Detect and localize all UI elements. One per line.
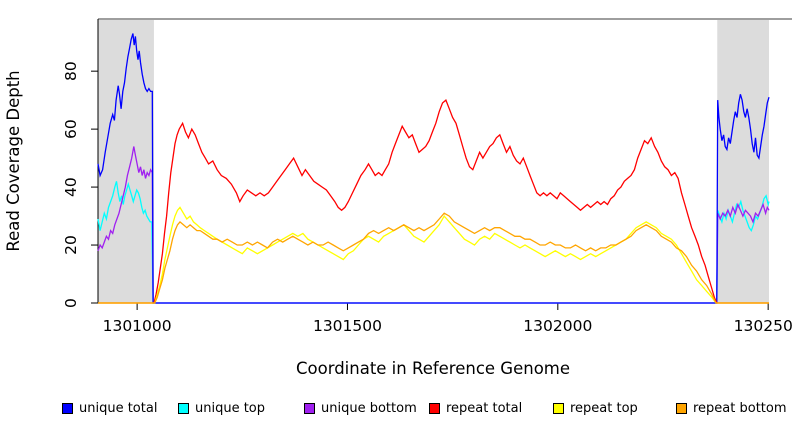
series-line-unique-top: [97, 181, 770, 304]
shaded-region-right: [717, 20, 769, 303]
legend-label: unique top: [195, 400, 266, 416]
series-line-unique-bottom: [97, 146, 770, 304]
y-tick-label-40: 40: [62, 177, 80, 197]
series-line-repeat-top: [98, 206, 769, 304]
legend-item-unique-top: unique top: [178, 400, 265, 416]
shaded-region-left: [98, 20, 154, 303]
legend-swatch-repeat-bottom: [676, 402, 687, 414]
x-axis-title: Coordinate in Reference Genome: [296, 359, 570, 378]
legend-label: repeat top: [570, 400, 638, 416]
axes-frame-layer: [91, 18, 792, 310]
legend-swatch-repeat-total: [429, 402, 440, 414]
series-line-unique-total: [97, 33, 770, 304]
legend-swatch-unique-top: [178, 402, 189, 414]
x-tick-label-1301500: 1301500: [313, 317, 382, 335]
series-lines-layer: [97, 33, 770, 304]
legend-label: unique bottom: [321, 400, 417, 416]
y-axis-title: Read Coverage Depth: [4, 70, 23, 251]
legend-label: repeat bottom: [693, 400, 787, 416]
legend-swatch-unique-total: [62, 402, 73, 414]
legend-label: unique total: [79, 400, 158, 416]
legend-item-repeat-bottom: repeat bottom: [676, 400, 787, 416]
series-line-repeat-total: [98, 99, 769, 304]
legend-label: repeat total: [446, 400, 523, 416]
y-tick-label-20: 20: [62, 235, 80, 255]
x-tick-label-1301000: 1301000: [103, 317, 172, 335]
chart-legend: unique total unique top unique bottom repea…: [0, 400, 792, 420]
legend-item-unique-total: unique total: [62, 400, 157, 416]
x-tick-label-1302000: 1302000: [523, 317, 592, 335]
y-tick-label-80: 80: [62, 61, 80, 81]
legend-swatch-unique-bottom: [304, 402, 315, 414]
series-line-repeat-bottom: [98, 212, 769, 304]
legend-item-unique-bottom: unique bottom: [304, 400, 417, 416]
shaded-regions-layer: [98, 20, 769, 303]
legend-item-repeat-total: repeat total: [429, 400, 522, 416]
y-tick-label-0: 0: [62, 298, 80, 308]
legend-item-repeat-top: repeat top: [553, 400, 638, 416]
y-tick-label-60: 60: [62, 119, 80, 139]
legend-swatch-repeat-top: [553, 402, 564, 414]
